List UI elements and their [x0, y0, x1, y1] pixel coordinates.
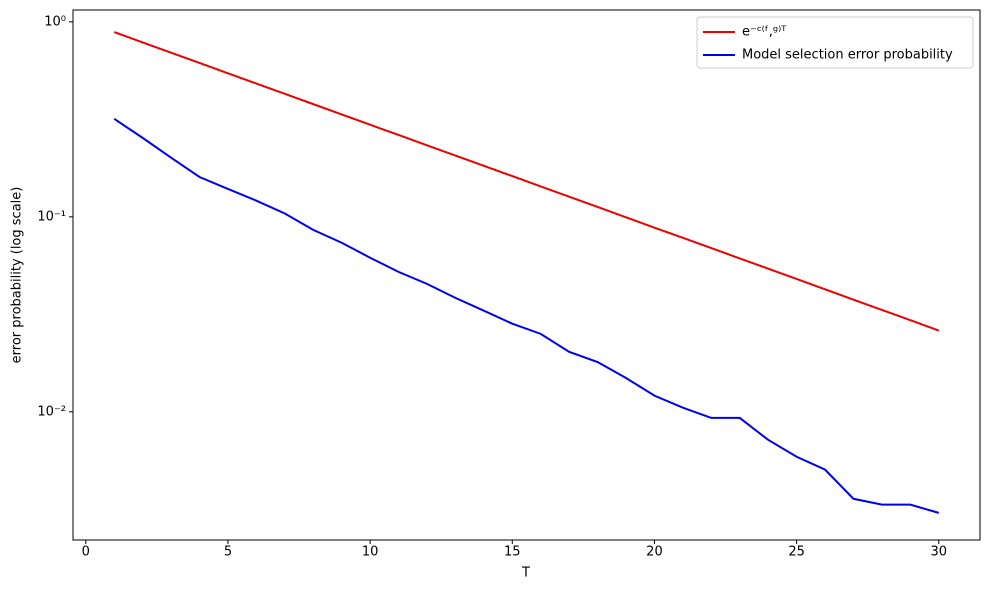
x-tick-label: 25: [788, 545, 805, 560]
x-tick-label: 5: [224, 545, 232, 560]
series-line: [113, 31, 940, 332]
legend-label: e⁻ᶜ⁽ᶠ,ᵍ⁾ᵀ: [742, 25, 787, 40]
x-tick-label: 30: [930, 545, 947, 560]
legend-label: Model selection error probability: [742, 48, 953, 63]
y-tick-label: 10⁻²: [37, 404, 66, 419]
x-tick-label: 15: [504, 545, 521, 560]
y-tick-label: 10⁻¹: [37, 209, 66, 224]
plot-frame: [72, 9, 981, 541]
x-tick-label: 0: [82, 545, 90, 560]
x-axis-label: T: [521, 566, 530, 581]
y-axis-label: error probability (log scale): [10, 187, 25, 364]
y-tick-label: 10⁰: [44, 14, 66, 29]
x-tick-label: 20: [646, 545, 663, 560]
series-line: [113, 118, 940, 514]
x-tick-label: 10: [362, 545, 379, 560]
legend-box: [696, 16, 974, 69]
